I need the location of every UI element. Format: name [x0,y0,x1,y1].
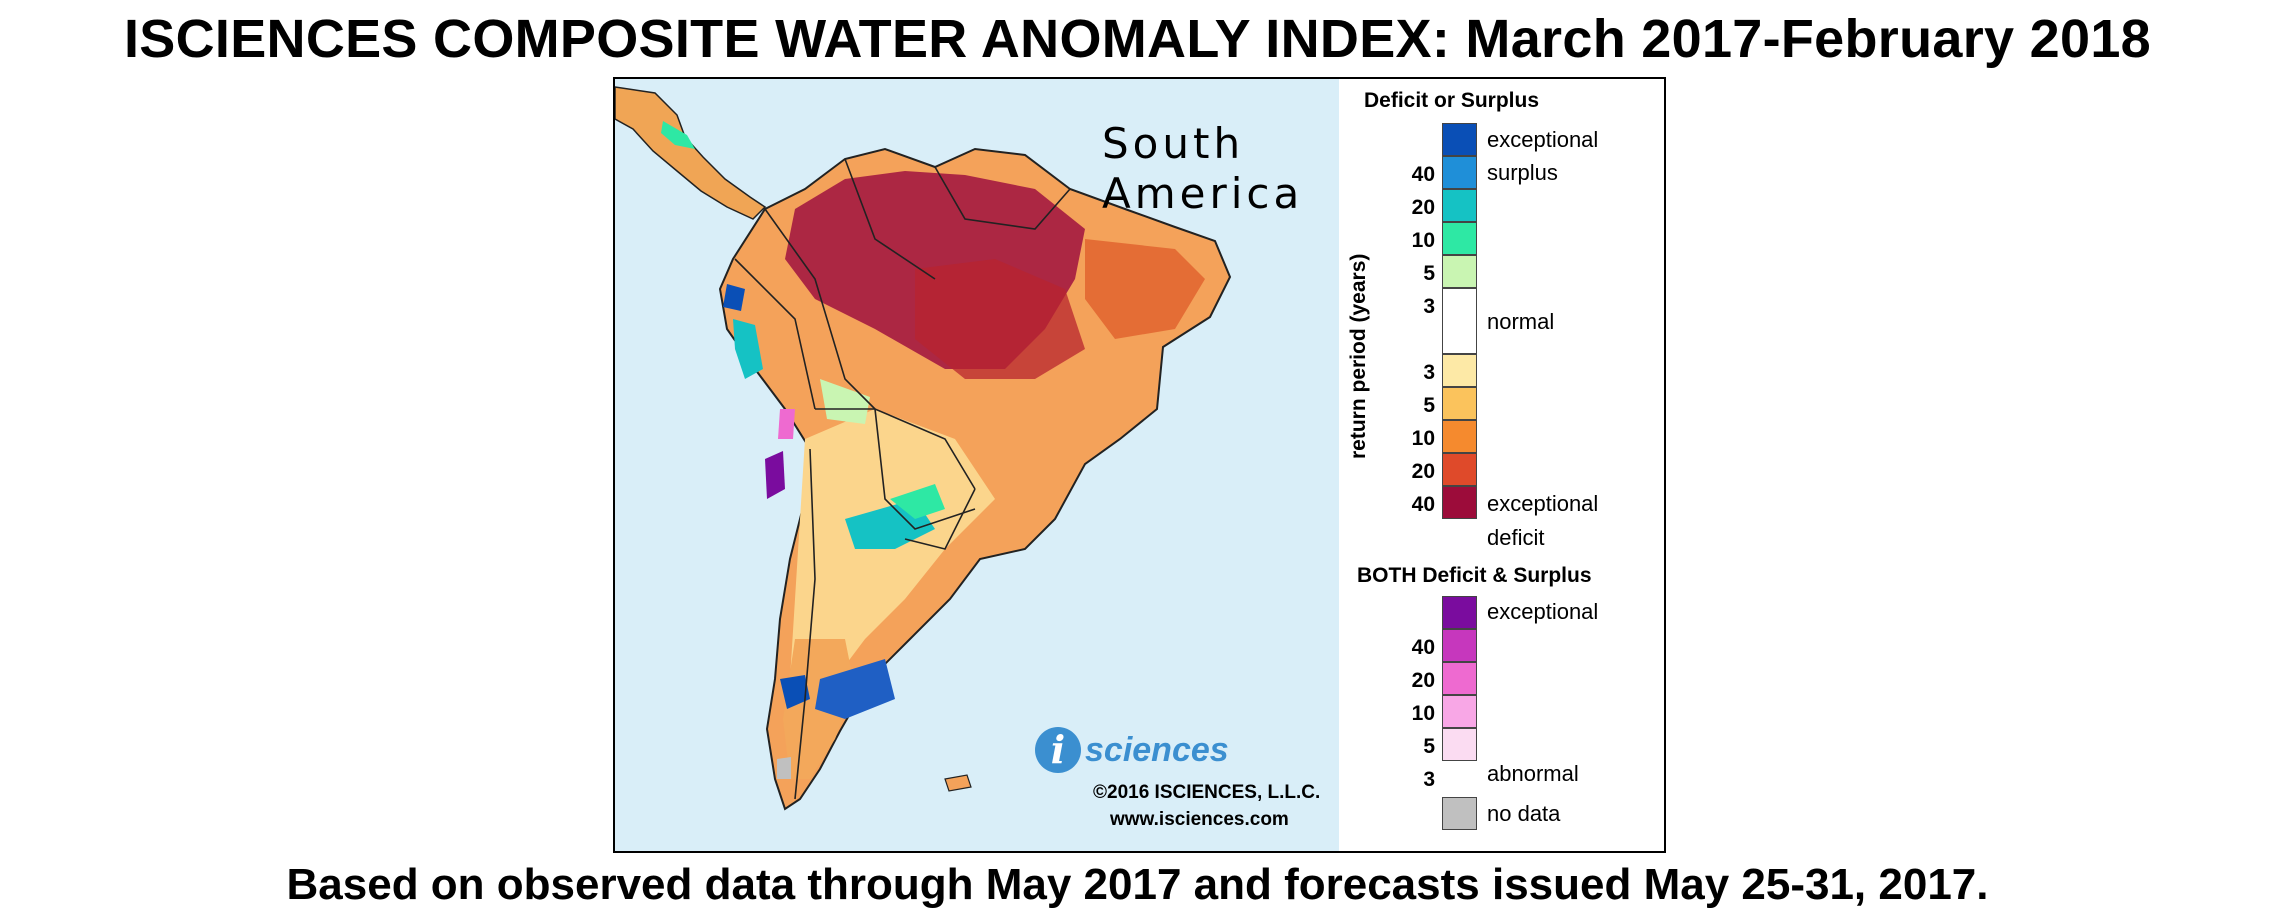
legend-deficit-label-1: exceptional [1487,491,1599,516]
legend-tick-both: 40 [1411,636,1435,659]
legend-tick-deficit: 5 [1423,394,1435,417]
legend-normal-label: normal [1487,309,1555,334]
pampas-exceptional-surplus [815,659,895,719]
legend-swatch-normal [1442,288,1477,354]
south-america-map [615,86,1232,811]
legend-tick-both: 10 [1411,702,1435,725]
legend-tick-surplus: 10 [1411,229,1435,252]
brazil-highlands-deficit [915,259,1085,379]
central-america-wet-patch [661,121,695,149]
legend-deficit-surplus-title: Deficit or Surplus [1364,89,1540,112]
legend-swatch-surplus [1442,255,1477,288]
central-america-landmass [615,86,767,220]
map-area: South America i sciences ©2016 ISCIENCES… [615,79,1339,851]
legend-tick-surplus: 3 [1423,295,1435,318]
page-subtitle: Based on observed data through May 2017 … [286,860,1989,909]
region-label-line2: America [1102,169,1304,218]
peru-surplus-band [733,319,763,379]
legend-swatch-deficit [1442,453,1477,486]
legend-tick-deficit: 3 [1423,361,1435,384]
legend-nodata-label: no data [1487,801,1561,826]
legend-swatch-deficit [1442,387,1477,420]
legend-swatch-surplus [1442,222,1477,255]
northeast-brazil-deficit [1085,239,1205,339]
legend-tick-deficit: 40 [1411,493,1435,516]
legend-tick-surplus: 40 [1411,163,1435,186]
legend-panel: Deficit or Surplus return period (years)… [1339,79,1664,851]
legend-surplus-label-1: exceptional [1487,127,1599,152]
map-figure: South America i sciences ©2016 ISCIENCES… [613,77,1666,853]
chile-no-data [777,757,791,779]
legend-tick-surplus: 5 [1423,262,1435,285]
uruguay-surplus [890,484,945,519]
legend-axis-label: return period (years) [1347,253,1370,459]
legend-surplus-label-2: surplus [1487,160,1558,185]
copyright-text: ©2016 ISCIENCES, L.L.C. [1093,782,1321,803]
legend-tick-surplus: 20 [1411,196,1435,219]
legend-swatch-both [1442,728,1477,761]
legend-swatch-both [1442,695,1477,728]
falkland-islands [944,774,972,792]
legend-swatch-deficit [1442,486,1477,519]
legend-tick-both: 3 [1423,768,1435,791]
legend-swatch-surplus [1442,189,1477,222]
legend-tick-both: 20 [1411,669,1435,692]
region-label: South America [1102,119,1303,219]
andes-both-purple [765,451,785,499]
isciences-logo: i sciences [1035,727,1229,773]
legend-tick-both: 5 [1423,735,1435,758]
patagonia-surplus [780,675,810,709]
legend-swatch-both [1442,662,1477,695]
legend-swatch-deficit [1442,420,1477,453]
chile-both-pink [778,409,795,439]
legend-swatch-deficit [1442,354,1477,387]
legend-swatch-nodata [1442,797,1477,830]
legend-swatch-surplus [1442,123,1477,156]
legend-both-label-top: exceptional [1487,599,1599,624]
legend-deficit-label-2: deficit [1487,525,1545,550]
legend-swatch-both [1442,596,1477,629]
bolivia-wet [820,379,870,424]
legend-both-label-bottom: abnormal [1487,761,1579,786]
ecuador-surplus [723,284,745,311]
legend-swatch-both [1442,629,1477,662]
logo-wordmark: sciences [1085,730,1229,769]
logo-i-badge: i [1035,727,1081,773]
country-borders [734,158,1071,800]
legend-swatch-surplus [1442,156,1477,189]
page-title: ISCIENCES COMPOSITE WATER ANOMALY INDEX:… [123,9,2152,69]
legend-both-title: BOTH Deficit & Surplus [1357,564,1592,587]
legend-tick-deficit: 10 [1411,427,1435,450]
legend-tick-deficit: 20 [1411,460,1435,483]
region-label-line1: South [1102,119,1245,168]
website-link[interactable]: www.isciences.com [1110,809,1289,830]
